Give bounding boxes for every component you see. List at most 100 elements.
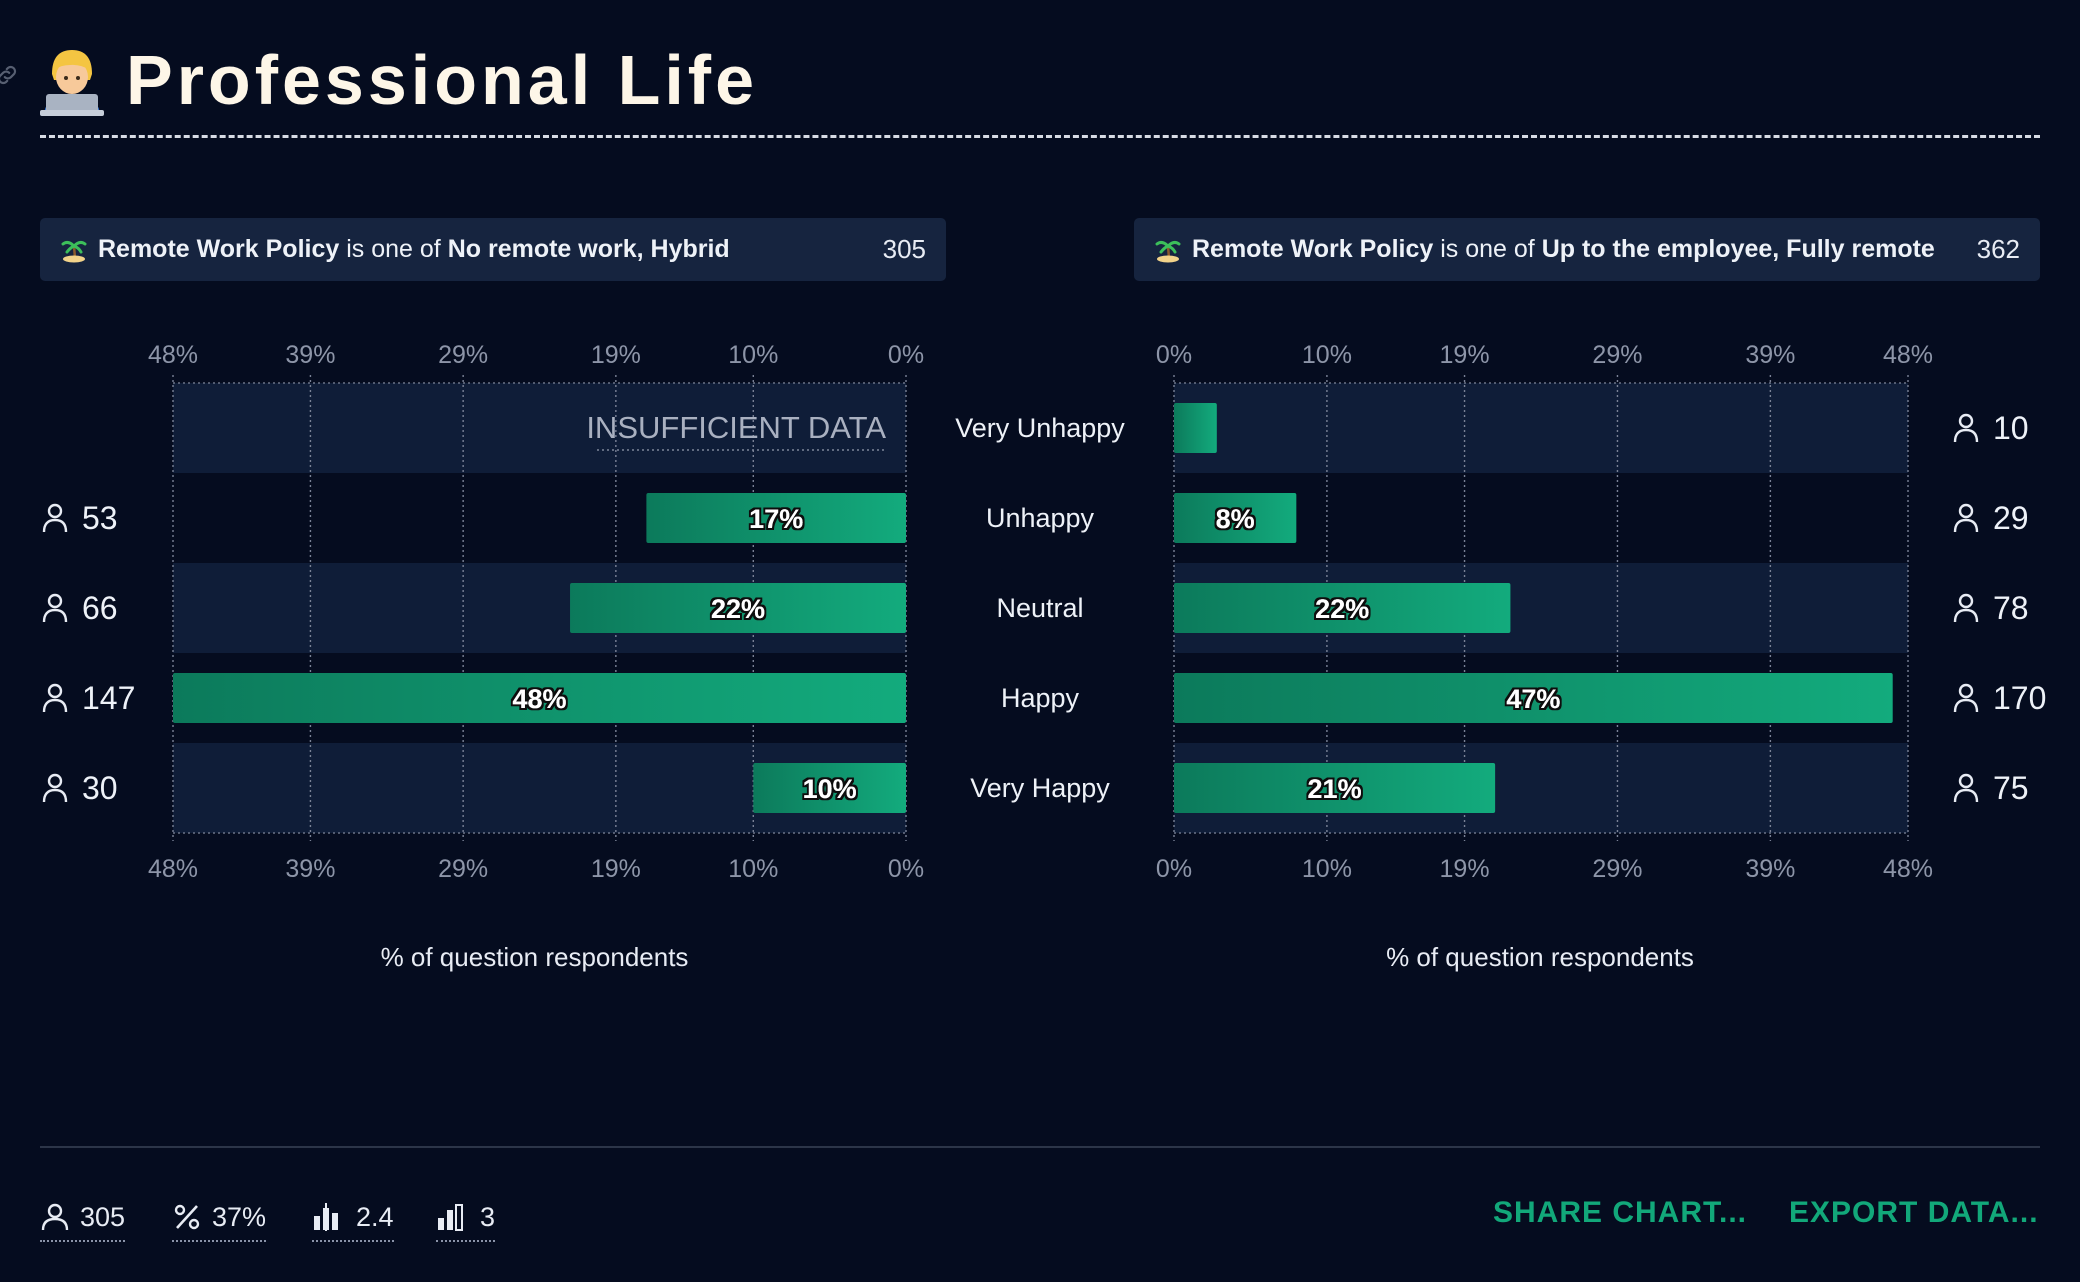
bar <box>646 493 906 543</box>
tick-label-bottom: 29% <box>438 855 488 883</box>
right-panel: 0% 0% 10% 10% 19% 19% 29% 29% 39% 39% 48% 48% % of q… <box>1156 341 1933 972</box>
respondent-count: 147 <box>42 680 135 716</box>
bar-percent-label: 17% <box>749 504 803 534</box>
tick-label-bottom: 39% <box>285 855 335 883</box>
stat-median-value: 3 <box>480 1201 496 1232</box>
diverging-bar-chart: 0% 0% 10% 10% 19% 19% 29% 29% 39% 39% 48% 48% % of q… <box>42 341 2046 972</box>
respondent-count: 66 <box>42 590 118 626</box>
respondent-count-value: 10 <box>1993 410 2029 446</box>
page-title: Professional Life <box>126 41 759 119</box>
tick-label-top: 29% <box>438 341 488 369</box>
person-icon <box>47 683 63 699</box>
respondent-count-value: 53 <box>82 500 118 536</box>
person-icon-body <box>1953 788 1979 803</box>
bar <box>1174 493 1297 543</box>
stat-median[interactable]: 3 <box>436 1196 496 1242</box>
stat-percent-value: 37% <box>212 1201 267 1232</box>
bar-percent-label: 10% <box>803 774 857 804</box>
bar-percent-label: 22% <box>711 594 765 624</box>
link-icon[interactable] <box>0 62 20 88</box>
respondent-count: 75 <box>1953 770 2029 806</box>
respondent-count: 29 <box>1953 500 2029 536</box>
person-icon <box>1958 413 1974 429</box>
respondent-count-value: 75 <box>1993 770 2029 806</box>
person-icon-body <box>42 788 68 803</box>
tick-label-bottom: 10% <box>1302 855 1352 883</box>
respondent-count-value: 78 <box>1993 590 2029 626</box>
tick-label-bottom: 48% <box>148 855 198 883</box>
person-icon-body <box>1953 698 1979 713</box>
bar-percent-label: 48% <box>512 684 566 714</box>
x-axis-label: % of question respondents <box>381 942 689 972</box>
respondent-count: 10 <box>1953 410 2029 446</box>
person-icon <box>47 773 63 789</box>
respondent-count-value: 147 <box>82 680 135 716</box>
export-data-button[interactable]: EXPORT DATA... <box>1789 1196 2039 1229</box>
tick-label-top: 48% <box>148 341 198 369</box>
tick-label-top: 19% <box>1440 341 1490 369</box>
person-icon <box>1958 593 1974 609</box>
respondent-count-value: 170 <box>1993 680 2046 716</box>
page-header: Professional Life <box>40 38 758 122</box>
title-divider <box>40 135 2040 138</box>
respondents-icon <box>41 1203 69 1231</box>
left-bars: INSUFFICIENT DATA 17% 53 22% 66 48% 147 10% 30 <box>42 410 906 813</box>
person-icon <box>1958 773 1974 789</box>
tick-label-bottom: 48% <box>1883 855 1933 883</box>
person-icon-body <box>1953 428 1979 443</box>
tick-label-bottom: 19% <box>1440 855 1490 883</box>
person-icon <box>1958 683 1974 699</box>
percent-icon <box>174 1204 200 1230</box>
bar-percent-label: 47% <box>1506 684 1560 714</box>
person-icon <box>47 503 63 519</box>
filter-chip-left[interactable]: Remote Work Policy is one of No remote w… <box>40 218 946 281</box>
tick-label-top: 19% <box>591 341 641 369</box>
person-icon-body <box>42 608 68 623</box>
bar <box>570 583 906 633</box>
island-emoji-icon <box>1155 240 1181 262</box>
tick-label-top: 0% <box>1156 341 1192 369</box>
bar <box>753 763 906 813</box>
person-icon-body <box>1953 608 1979 623</box>
tick-label-bottom: 0% <box>1156 855 1192 883</box>
category-label: Very Unhappy <box>955 413 1125 443</box>
stat-average-value: 2.4 <box>356 1201 394 1232</box>
row-band <box>1174 383 1908 473</box>
respondent-count: 53 <box>42 500 118 536</box>
average-icon <box>314 1203 338 1231</box>
tick-label-bottom: 19% <box>591 855 641 883</box>
bar-percent-label: 22% <box>1315 594 1369 624</box>
tick-label-top: 39% <box>1745 341 1795 369</box>
median-icon <box>438 1204 463 1231</box>
category-label: Neutral <box>996 593 1083 623</box>
stat-average[interactable]: 2.4 <box>312 1196 394 1242</box>
filter-count: 305 <box>882 234 926 264</box>
tick-label-top: 10% <box>1302 341 1352 369</box>
respondent-count-value: 30 <box>82 770 118 806</box>
filter-count: 362 <box>1976 234 2020 264</box>
right-bars: 10 8% 29 22% 78 47% 170 21% 75 <box>1174 403 2046 813</box>
island-emoji-icon <box>61 240 87 262</box>
stat-percent[interactable]: 37% <box>172 1196 267 1242</box>
tick-label-bottom: 39% <box>1745 855 1795 883</box>
filter-chip-right[interactable]: Remote Work Policy is one of Up to the e… <box>1134 218 2040 281</box>
tick-label-top: 39% <box>285 341 335 369</box>
share-chart-button[interactable]: SHARE CHART... <box>1493 1196 1748 1229</box>
footer-divider <box>40 1146 2040 1148</box>
person-icon-body <box>42 698 68 713</box>
tick-label-top: 10% <box>728 341 778 369</box>
bar-percent-label: 21% <box>1308 774 1362 804</box>
category-label: Unhappy <box>986 503 1095 533</box>
respondent-count-value: 66 <box>82 590 118 626</box>
row-band <box>173 383 906 473</box>
x-axis-label: % of question respondents <box>1386 942 1694 972</box>
bar <box>173 673 906 723</box>
stat-respondents-value: 305 <box>80 1201 126 1232</box>
stat-respondents[interactable]: 305 <box>40 1196 126 1242</box>
respondent-count: 78 <box>1953 590 2029 626</box>
bar-percent-label: 8% <box>1216 504 1255 534</box>
bar <box>1174 673 1893 723</box>
respondent-count-value: 29 <box>1993 500 2029 536</box>
bar <box>1174 763 1496 813</box>
category-label: Very Happy <box>970 773 1110 803</box>
